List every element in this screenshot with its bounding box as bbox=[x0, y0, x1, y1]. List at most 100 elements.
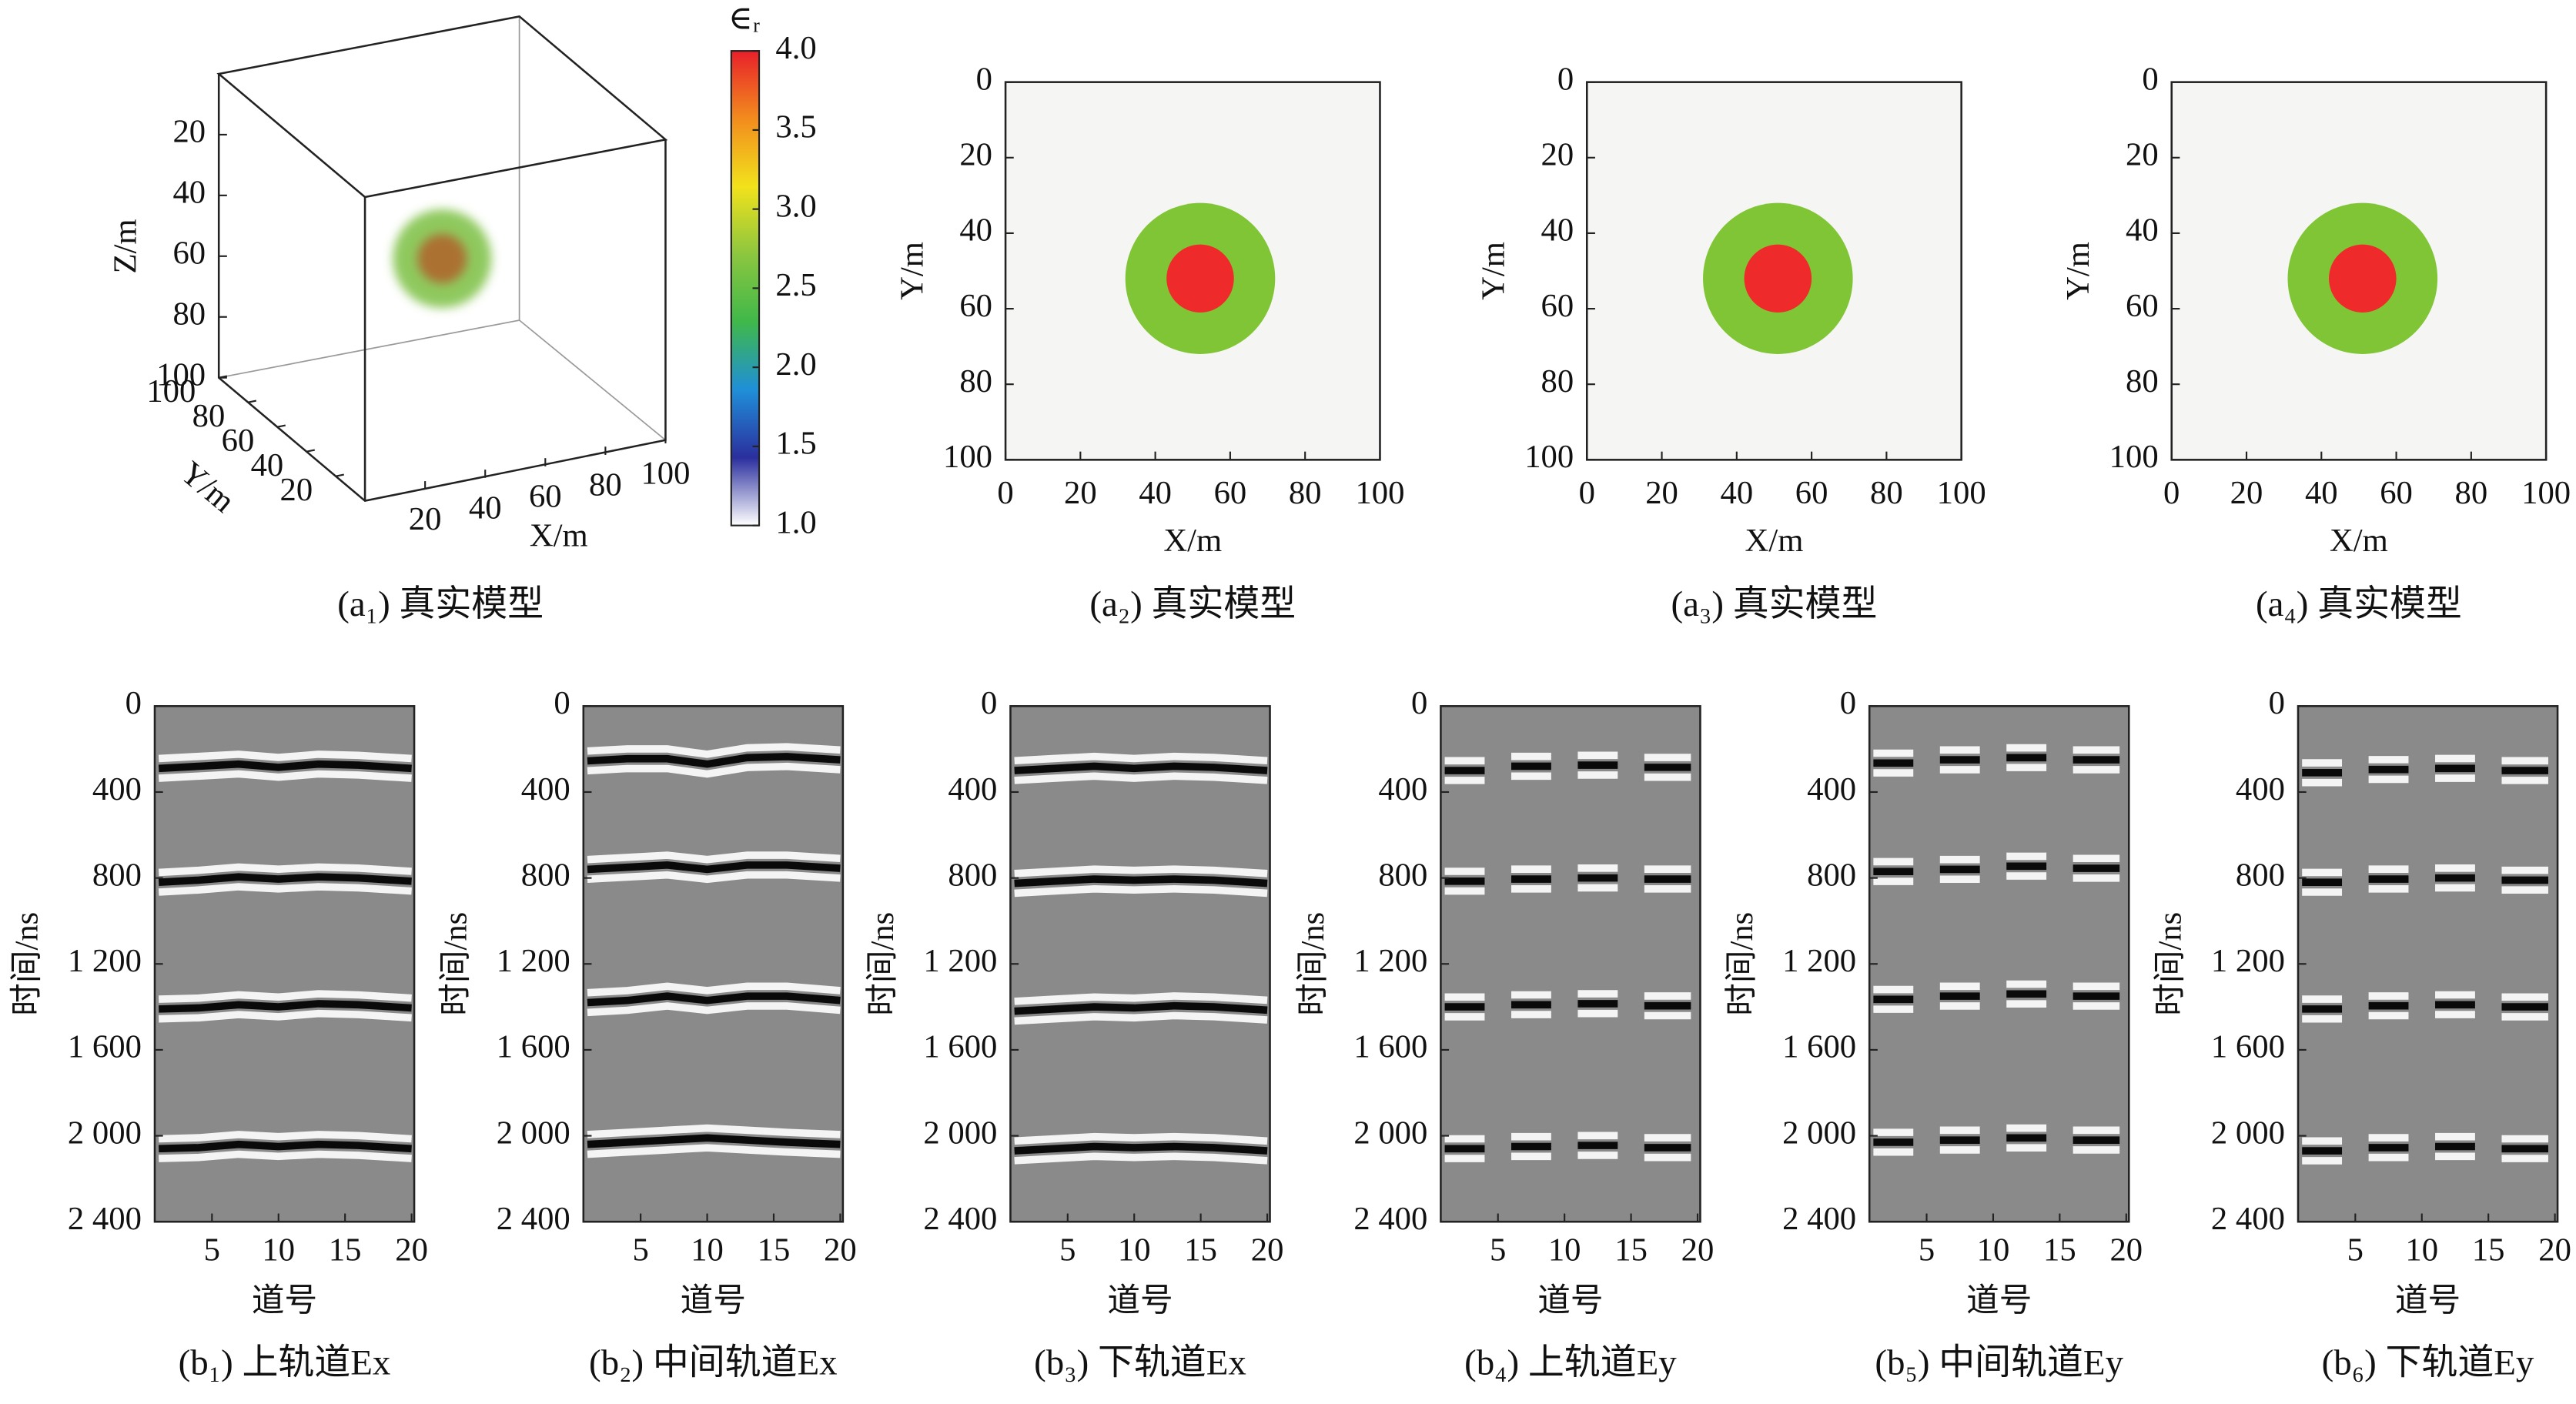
y-tick-label: 20 bbox=[2126, 137, 2159, 173]
x-tick-label: 80 bbox=[2455, 475, 2488, 511]
caption: (b₅) 中间轨道Ey bbox=[1875, 1343, 2123, 1383]
reflection-band bbox=[1014, 865, 1268, 878]
z-axis-label: Z/m bbox=[108, 219, 144, 273]
caption: (b₆) 下轨道Ey bbox=[2322, 1343, 2534, 1383]
colorbar-tick-label: 1.0 bbox=[775, 504, 816, 540]
y-tick-label: 2 400 bbox=[497, 1201, 570, 1237]
caption: (a₁) 真实模型 bbox=[337, 584, 544, 624]
reflection-band bbox=[1014, 1132, 1268, 1145]
y-tick-label: 60 bbox=[959, 288, 992, 324]
reflection-band bbox=[1014, 992, 1268, 1005]
cube-edge bbox=[216, 15, 668, 199]
x-tick-label: 60 bbox=[2380, 475, 2413, 511]
reflections bbox=[1444, 751, 1691, 1162]
x-axis-label: 道号 bbox=[1537, 1283, 1603, 1319]
y-tick-label: 800 bbox=[1807, 857, 1856, 893]
y-tick-label: 1 600 bbox=[1782, 1029, 1856, 1065]
y-tick-label: 400 bbox=[1378, 771, 1427, 807]
x-tick-label: 20 bbox=[1251, 1232, 1284, 1269]
x-tick-label: 20 bbox=[2230, 475, 2263, 511]
x-tick-label: 10 bbox=[1118, 1232, 1151, 1269]
x-tick-label: 10 bbox=[1548, 1232, 1581, 1269]
y-tick-label: 1 600 bbox=[497, 1029, 570, 1065]
x-tick-label: 60 bbox=[1795, 475, 1828, 511]
y-tick bbox=[218, 375, 228, 379]
x-axis-label: 道号 bbox=[2395, 1283, 2461, 1319]
x-tick-label: 5 bbox=[1490, 1232, 1506, 1269]
y-tick-label: 60 bbox=[2126, 288, 2159, 324]
y-tick-label: 2 400 bbox=[923, 1201, 997, 1237]
x-tick-label: 100 bbox=[1355, 475, 1404, 511]
y-tick-label: 80 bbox=[2126, 363, 2159, 399]
caption: (b₂) 中间轨道Ex bbox=[589, 1343, 838, 1383]
y-tick-label: 40 bbox=[251, 447, 284, 483]
y-tick-label: 400 bbox=[2236, 771, 2285, 807]
x-tick-label: 10 bbox=[1977, 1232, 2010, 1269]
y-tick-label: 80 bbox=[192, 398, 226, 434]
y-tick-label: 2 400 bbox=[2211, 1201, 2285, 1237]
x-tick-label: 20 bbox=[1064, 475, 1097, 511]
y-axis-label: 时间/ns bbox=[437, 912, 473, 1016]
y-tick-label: 2 400 bbox=[68, 1201, 142, 1237]
reflections bbox=[1014, 752, 1268, 1165]
x-tick-label: 5 bbox=[2347, 1232, 2364, 1269]
x-tick-label: 10 bbox=[691, 1232, 724, 1269]
reflection bbox=[1014, 762, 1268, 774]
colorbar-tick-label: 3.5 bbox=[775, 109, 816, 145]
reflection-band bbox=[159, 1131, 412, 1143]
y-tick-label: 100 bbox=[1524, 439, 1574, 475]
y-tick-label: 0 bbox=[976, 61, 992, 97]
caption: (b₁) 上轨道Ex bbox=[179, 1343, 391, 1383]
z-tick-label: 40 bbox=[172, 175, 206, 211]
reflection-band bbox=[587, 743, 841, 758]
z-tick-label: 60 bbox=[172, 236, 206, 272]
x-axis-label: 道号 bbox=[1107, 1283, 1173, 1319]
region bbox=[1166, 244, 1234, 313]
colorbar-tick-label: 1.5 bbox=[775, 426, 816, 462]
y-tick-label: 1 200 bbox=[1782, 943, 1856, 979]
y-tick-label: 0 bbox=[1557, 61, 1574, 97]
x-tick-label: 40 bbox=[1139, 475, 1172, 511]
hidden-edge bbox=[219, 319, 667, 441]
caption: (b₃) 下轨道Ex bbox=[1034, 1343, 1246, 1383]
reflection bbox=[587, 1134, 841, 1148]
x-tick-label: 0 bbox=[997, 475, 1013, 511]
y-tick-label: 400 bbox=[1807, 771, 1856, 807]
x-tick-label: 20 bbox=[395, 1232, 428, 1269]
region bbox=[1744, 244, 1812, 313]
z-tick-label: 20 bbox=[172, 114, 206, 150]
x-tick-label: 40 bbox=[1720, 475, 1753, 511]
colorbar-tick-label: 4.0 bbox=[775, 30, 816, 66]
reflection-band bbox=[1014, 752, 1268, 765]
reflections bbox=[587, 743, 841, 1158]
reflection-band bbox=[158, 863, 412, 877]
sphere-core bbox=[417, 234, 467, 283]
y-tick-label: 100 bbox=[146, 373, 196, 410]
y-axis-label: 时间/ns bbox=[1295, 912, 1331, 1016]
y-tick-label: 0 bbox=[2142, 61, 2158, 97]
reflection-band bbox=[587, 982, 841, 997]
x-tick-label: 10 bbox=[262, 1232, 295, 1269]
x-tick-label: 15 bbox=[2043, 1232, 2076, 1269]
colorbar-tick-label: 3.0 bbox=[775, 188, 816, 224]
reflection bbox=[158, 873, 412, 886]
region bbox=[2329, 244, 2397, 313]
reflection-band bbox=[587, 762, 841, 778]
reflection-band bbox=[159, 1150, 412, 1162]
reflection-band bbox=[587, 1124, 841, 1138]
reflection bbox=[587, 753, 841, 768]
reflection bbox=[159, 1140, 412, 1153]
y-tick-label: 0 bbox=[1840, 685, 1856, 721]
y-tick-label: 1 600 bbox=[923, 1029, 997, 1065]
reflection bbox=[159, 1000, 412, 1013]
x-tick-label: 100 bbox=[641, 455, 690, 491]
y-tick-label: 1 200 bbox=[68, 943, 142, 979]
x-tick-label: 15 bbox=[329, 1232, 362, 1269]
x-tick-label: 5 bbox=[632, 1232, 648, 1269]
colorbar-tick-label: 2.5 bbox=[775, 267, 816, 303]
y-tick-label: 800 bbox=[92, 857, 142, 893]
reflection bbox=[587, 992, 841, 1007]
x-axis-label: X/m bbox=[1745, 523, 1804, 559]
reflection-band bbox=[1014, 772, 1268, 784]
